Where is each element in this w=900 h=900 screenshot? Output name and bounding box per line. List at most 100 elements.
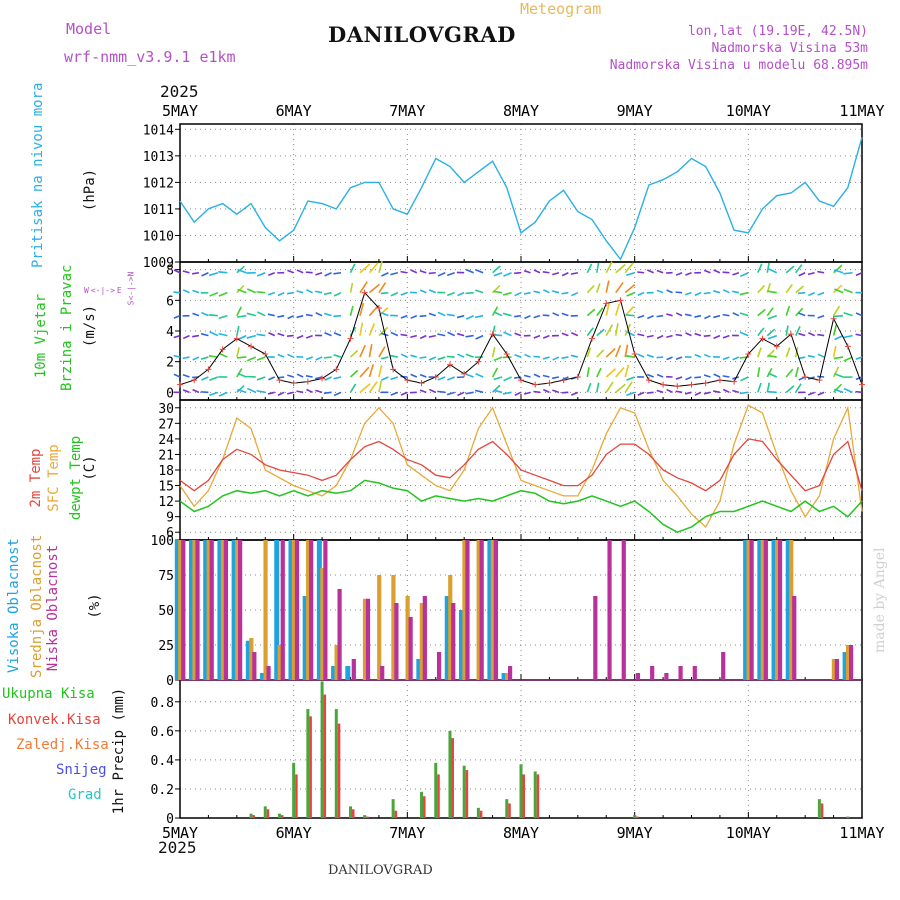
wind-arrow xyxy=(296,390,304,394)
wind-arrow xyxy=(605,280,610,293)
wind-speed-marker xyxy=(404,377,411,384)
x-tick-label-top: 7MAY xyxy=(389,102,425,120)
wind-arrow xyxy=(465,334,474,338)
wind-arrow xyxy=(832,324,838,336)
wind-arrow xyxy=(465,391,474,395)
wind-arrow xyxy=(794,326,801,336)
wind-arrow xyxy=(795,383,802,393)
wind-arrow xyxy=(493,389,503,394)
wind-arrow xyxy=(246,334,256,339)
wind-speed-marker xyxy=(503,351,510,357)
wind-arrow xyxy=(475,372,484,378)
wind-arrow xyxy=(173,291,181,294)
wind-arrow xyxy=(605,324,614,336)
wind-arrow xyxy=(843,356,853,362)
wind-arrow xyxy=(305,375,313,378)
wind-arrow xyxy=(595,382,600,393)
model-name: wrf-nmm_v3.9.1 e1km xyxy=(64,48,236,66)
wind-arrow xyxy=(359,302,365,316)
wind-arrow xyxy=(419,314,427,318)
wind-arrow xyxy=(807,391,815,396)
wind-speed-marker xyxy=(219,346,226,353)
wind-speed-marker xyxy=(688,381,695,388)
y-tick-label: 30 xyxy=(158,402,174,417)
wind-arrow xyxy=(561,312,569,317)
wind-arrow xyxy=(268,376,276,381)
wind-arrow xyxy=(182,374,190,378)
wind-arrow xyxy=(333,391,342,397)
wind-arrow xyxy=(201,311,209,317)
wind-arrow xyxy=(757,284,766,294)
wind-arrow xyxy=(446,313,455,317)
wind-arrow xyxy=(766,262,770,273)
wind-speed-marker xyxy=(787,331,794,338)
wind-arrow xyxy=(817,270,825,274)
wind-arrow xyxy=(615,366,625,378)
wind-arrow xyxy=(586,347,592,358)
wind-arrow xyxy=(277,353,285,358)
wind-arrow xyxy=(798,272,806,277)
wind-arrow xyxy=(218,271,228,274)
wind-arrow xyxy=(437,333,446,337)
year-bottom: 2025 xyxy=(158,838,197,857)
wind-arrow xyxy=(457,291,465,297)
wind-arrow xyxy=(428,356,437,361)
wind-arrow xyxy=(570,354,579,358)
wind-speed-marker xyxy=(589,335,596,342)
precip-conv-bar xyxy=(337,723,341,818)
wind-speed-marker xyxy=(631,351,638,357)
wind-arrow xyxy=(817,391,825,396)
wind-arrow xyxy=(246,288,257,294)
wind-arrow xyxy=(286,334,294,337)
wind-arrow xyxy=(543,388,550,394)
x-tick-label-bottom: 8MAY xyxy=(503,824,539,842)
wind-arrow xyxy=(400,391,408,396)
wind-arrow xyxy=(757,367,761,378)
wind-arrow xyxy=(400,291,408,296)
wind-arrow xyxy=(596,307,604,317)
wind-arrow xyxy=(378,380,383,393)
wind-speed-marker xyxy=(375,305,382,311)
wind-arrow xyxy=(465,268,474,274)
wind-arrow xyxy=(798,332,806,337)
wind-arrow xyxy=(491,367,499,378)
wind-arrow xyxy=(834,334,844,341)
wind-arrow xyxy=(359,383,371,393)
wind-arrow xyxy=(605,381,614,393)
wind-arrow xyxy=(428,312,436,317)
wind-speed-marker xyxy=(177,381,183,388)
wind-speed-marker xyxy=(802,374,809,380)
wind-arrow xyxy=(722,334,730,339)
wind-arrow xyxy=(474,314,484,319)
x-tick-label-top: 6MAY xyxy=(276,102,312,120)
wind-arrow xyxy=(209,376,219,381)
x-tick-label-top: 8MAY xyxy=(503,102,539,120)
wind-arrow xyxy=(675,390,683,394)
y-tick-label: 0.8 xyxy=(151,696,174,711)
wind-arrow xyxy=(675,333,683,337)
y-tick-label: 0 xyxy=(166,386,174,401)
precip-conv-bar xyxy=(252,815,256,818)
wind-speed-marker xyxy=(432,374,439,380)
wind-arrow xyxy=(359,263,371,274)
wind-arrow xyxy=(552,312,560,317)
wind-arrow xyxy=(767,354,777,358)
wind-arrow xyxy=(465,314,474,320)
wind-arrow xyxy=(533,290,541,294)
wind-arrow xyxy=(465,291,474,295)
wind-arrow xyxy=(381,376,389,381)
wind-arrow xyxy=(492,265,501,274)
precip-conv-bar xyxy=(394,810,398,818)
wind-arrow xyxy=(410,373,418,378)
wind-arrow xyxy=(551,376,560,380)
wind-arrow xyxy=(722,289,730,294)
wind-arrow xyxy=(625,355,635,358)
precip-conv-bar xyxy=(820,803,824,818)
wind-arrow xyxy=(732,389,740,394)
wind-arrow xyxy=(596,328,605,337)
wind-arrow xyxy=(739,391,749,395)
wind-arrow xyxy=(637,314,645,319)
wind-arrow xyxy=(173,373,181,378)
wind-arrow xyxy=(533,355,541,358)
wind-arrow xyxy=(324,376,332,381)
